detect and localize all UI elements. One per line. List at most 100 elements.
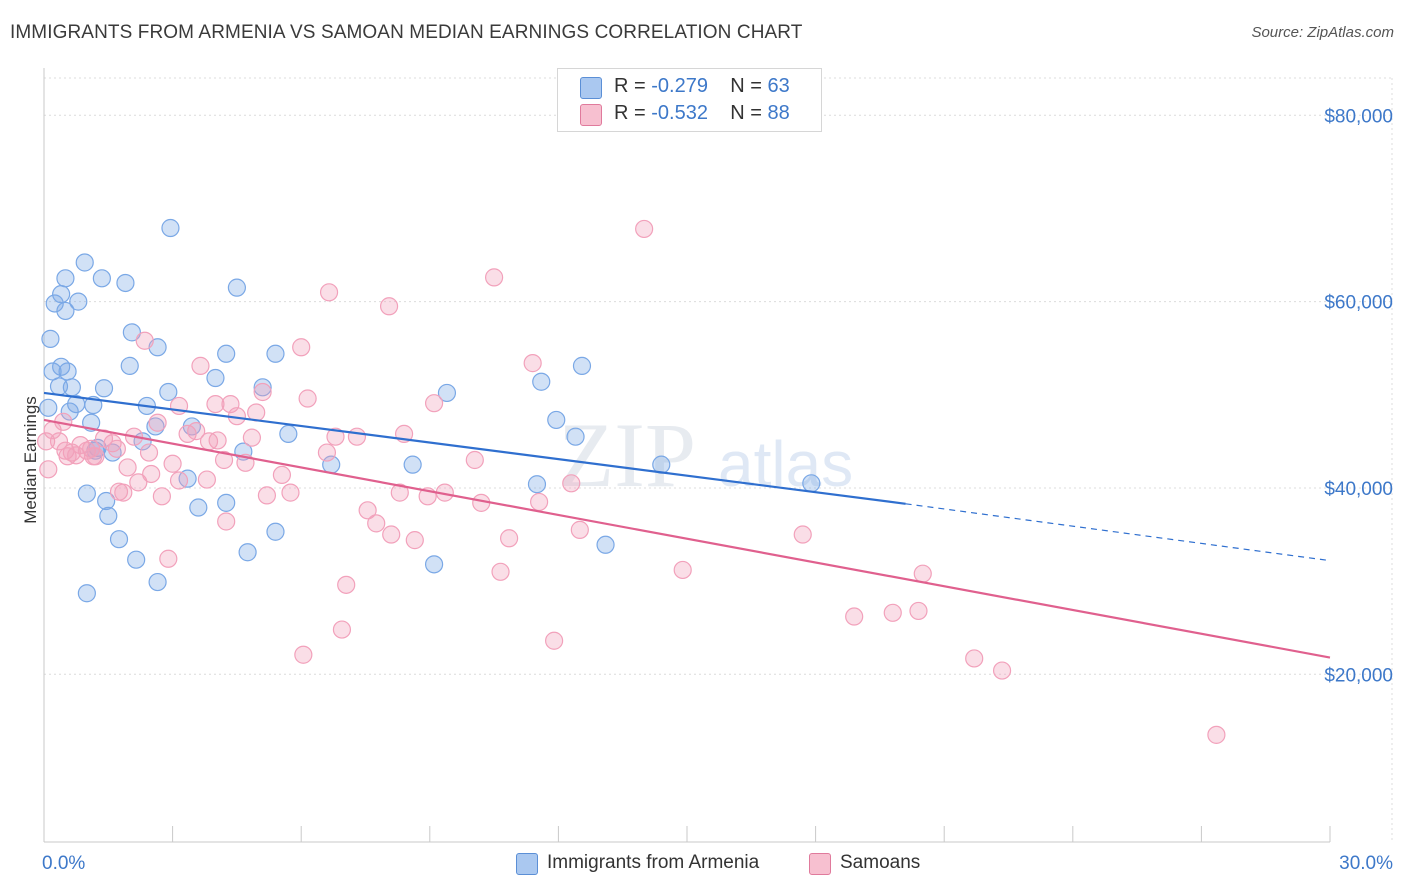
data-point [673, 560, 692, 580]
legend-n-value: 63 [767, 75, 790, 97]
data-point [187, 422, 206, 441]
data-point [208, 431, 227, 450]
data-point [793, 525, 812, 544]
data-point [530, 492, 549, 512]
data-point [148, 413, 167, 432]
data-point [99, 506, 118, 526]
data-point [39, 460, 58, 479]
data-point [547, 410, 566, 430]
data-point [116, 273, 135, 293]
data-point [217, 344, 236, 363]
data-point [845, 607, 864, 626]
legend-swatch-samoans [809, 853, 831, 875]
trend-lines [43, 391, 1331, 659]
data-point [337, 575, 356, 594]
stats-legend: R = -0.279 N = 63 R = -0.532 N = 88 [557, 68, 822, 132]
data-point [294, 645, 313, 664]
data-point [242, 428, 262, 447]
data-point [358, 501, 377, 520]
data-point [281, 483, 300, 502]
data-point [189, 498, 208, 517]
data-point [319, 283, 339, 302]
data-point [129, 473, 148, 492]
data-point [572, 356, 592, 375]
data-point [142, 464, 161, 484]
data-point [39, 398, 58, 417]
legend-label-samoans: Samoans [840, 852, 921, 873]
data-point [77, 484, 96, 503]
data-point [500, 529, 519, 548]
data-point [485, 268, 504, 287]
data-point [163, 454, 182, 473]
data-point [802, 474, 821, 493]
x-tick-label: 0.0% [42, 853, 85, 874]
data-point [403, 455, 422, 474]
data-point [206, 368, 225, 388]
data-point [390, 483, 409, 502]
y-axis-label: Median Earnings [21, 396, 40, 524]
data-point [566, 427, 585, 446]
data-point [56, 269, 75, 288]
data-point [292, 338, 311, 357]
data-point [382, 525, 401, 544]
data-point [491, 562, 510, 581]
data-point [41, 329, 60, 348]
data-point [965, 649, 984, 668]
legend-swatch-armenia [516, 853, 538, 875]
data-point [94, 379, 114, 398]
data-point [52, 285, 71, 304]
data-point [120, 356, 139, 375]
data-point [109, 530, 129, 549]
data-point [379, 297, 399, 316]
tick-labels: $80,000 $60,000 $40,000 $20,000 0.0% 30.0% [42, 106, 1393, 874]
data-point [60, 402, 79, 421]
data-point [217, 493, 236, 512]
data-point [114, 483, 133, 502]
legend-r-value: -0.279 [651, 75, 708, 97]
legend-r-label: R = [614, 102, 646, 124]
trend-line-extension [905, 503, 1331, 562]
legend-r-value: -0.532 [651, 102, 708, 124]
data-point [135, 331, 154, 350]
data-point [527, 475, 547, 494]
data-point [562, 474, 581, 493]
chart-source: Source: ZipAtlas.com [1251, 24, 1394, 41]
legend-label-armenia: Immigrants from Armenia [547, 852, 760, 873]
data-point [148, 572, 167, 592]
data-point [253, 382, 272, 402]
data-point [1207, 725, 1226, 744]
data-point [424, 555, 444, 574]
data-point [217, 512, 236, 531]
gridlines [44, 77, 1393, 842]
data-point [58, 362, 77, 381]
legend-swatch-samoans [580, 104, 602, 126]
data-point [37, 432, 56, 451]
trend-line-samoans [43, 418, 1331, 659]
data-point [49, 432, 69, 451]
data-point [159, 549, 178, 568]
data-point [191, 356, 210, 375]
data-point [122, 323, 141, 342]
data-point [214, 450, 234, 470]
data-point [913, 564, 932, 583]
data-point [596, 535, 615, 554]
data-point [161, 218, 180, 238]
data-point [405, 531, 424, 550]
legend-r-label: R = [614, 75, 646, 97]
y-tick-label: $80,000 [1324, 106, 1393, 127]
data-point [424, 394, 444, 413]
data-point [465, 450, 484, 470]
data-point [570, 520, 589, 539]
data-point [272, 465, 292, 485]
data-point [545, 631, 564, 650]
data-point [92, 269, 111, 288]
data-point [86, 447, 105, 466]
y-tick-label: $60,000 [1324, 293, 1393, 314]
data-point [298, 389, 317, 408]
y-tick-label: $20,000 [1324, 665, 1393, 686]
data-point [152, 487, 171, 506]
data-point [326, 427, 345, 446]
data-point [75, 253, 94, 272]
data-point [523, 354, 542, 373]
data-point [266, 522, 285, 541]
